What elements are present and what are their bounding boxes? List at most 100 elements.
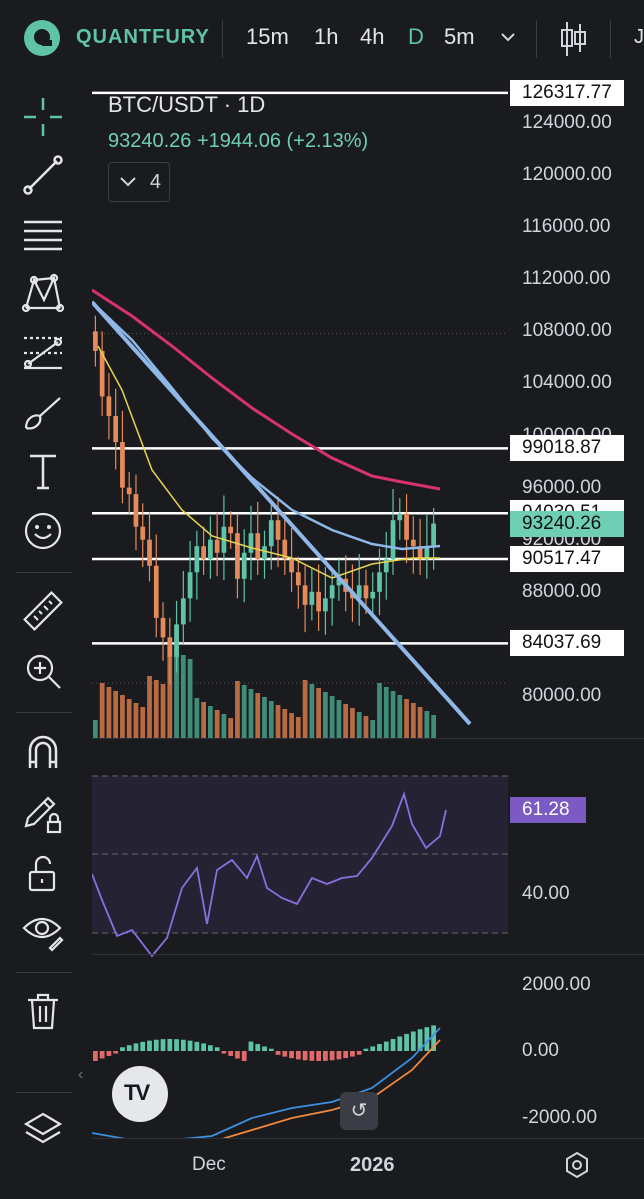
macd-histogram-bar xyxy=(404,1033,409,1051)
emoji-tool[interactable] xyxy=(20,508,66,554)
pane-divider[interactable] xyxy=(92,738,644,739)
volume-bar xyxy=(295,717,301,738)
macd-histogram-bar xyxy=(410,1031,416,1051)
toolbar-divider xyxy=(16,972,72,973)
volume-bar xyxy=(424,711,430,738)
collapse-toolbar-icon[interactable]: ‹ xyxy=(78,1066,84,1083)
rsi-band xyxy=(92,776,508,933)
ruler-icon xyxy=(23,591,63,631)
macd-histogram-bar xyxy=(329,1051,335,1061)
lock-drawings-tool[interactable] xyxy=(20,850,66,896)
text-tool[interactable] xyxy=(20,448,66,494)
volume-bar xyxy=(167,647,173,738)
macd-histogram-bar xyxy=(241,1051,247,1062)
trend-line-icon xyxy=(23,155,63,195)
candle-body xyxy=(106,396,112,417)
macd-histogram-bar xyxy=(323,1051,328,1061)
candle-body xyxy=(214,539,220,553)
reset-icon: ↺ xyxy=(350,1100,368,1122)
brush-tool[interactable] xyxy=(20,388,66,434)
macd-histogram-bar xyxy=(106,1051,112,1056)
fib-retracement-tool[interactable] xyxy=(20,212,66,258)
pattern-tool[interactable] xyxy=(20,270,66,316)
remove-drawings-tool[interactable] xyxy=(20,988,66,1034)
price-axis-label: 104000.00 xyxy=(522,372,612,394)
candle-body xyxy=(377,572,382,592)
header-cut-label[interactable]: J xyxy=(634,26,644,48)
volume-bar xyxy=(214,710,220,738)
macd-histogram-bar xyxy=(383,1041,389,1051)
hide-drawings-tool[interactable] xyxy=(20,908,66,954)
pane-divider[interactable] xyxy=(92,954,644,955)
candle-body xyxy=(167,637,173,657)
candle-body xyxy=(126,487,132,495)
volume-bar xyxy=(316,688,321,738)
tradingview-logo[interactable]: TV xyxy=(112,1066,168,1122)
macd-histogram-bar xyxy=(180,1039,186,1051)
timeframe-4h[interactable]: 4h xyxy=(360,24,385,49)
crosshair-tool[interactable] xyxy=(20,94,66,140)
volume-bar xyxy=(404,699,409,738)
level-price-tag[interactable]: 90517.47 xyxy=(510,546,624,573)
volume-bar xyxy=(106,687,112,738)
macd-histogram-bar xyxy=(235,1051,240,1059)
volume-bar xyxy=(194,698,200,738)
price-axis-label: 120000.00 xyxy=(522,164,612,186)
volume-bar xyxy=(221,714,227,738)
volume-bar xyxy=(417,707,423,738)
reset-chart-button[interactable]: ↺ xyxy=(340,1092,378,1130)
timeframe-1h[interactable]: 1h xyxy=(314,24,339,49)
forecast-icon xyxy=(23,336,63,370)
measure-tool[interactable] xyxy=(20,588,66,634)
macd-histogram-bar xyxy=(93,1051,98,1061)
volume-bar xyxy=(99,683,105,738)
volume-bar xyxy=(241,685,247,738)
macd-histogram-bar xyxy=(208,1045,213,1051)
chart-canvas[interactable] xyxy=(92,78,508,1138)
toolbar-divider xyxy=(16,712,72,713)
trend-line-tool[interactable] xyxy=(20,152,66,198)
stay-in-drawing-mode-tool[interactable] xyxy=(20,790,66,836)
level-price-tag[interactable]: 99018.87 xyxy=(510,435,624,462)
brush-icon xyxy=(24,397,61,430)
magnet-icon xyxy=(28,735,58,768)
macd-histogram-bar xyxy=(113,1051,119,1054)
timeframe-dropdown-chevron-icon[interactable] xyxy=(499,30,517,44)
level-price-tag[interactable]: 126317.77 xyxy=(510,79,624,106)
macd-histogram-bar xyxy=(390,1038,396,1051)
volume-bar xyxy=(410,703,416,738)
pattern-icon xyxy=(21,273,65,313)
candle-body xyxy=(160,617,166,638)
volume-bar xyxy=(201,702,206,738)
chart-type-candles-icon[interactable] xyxy=(560,20,586,58)
magnet-tool[interactable] xyxy=(20,730,66,776)
macd-histogram-bar xyxy=(160,1039,166,1051)
toolbar-divider xyxy=(16,1092,72,1093)
timeframe-15m[interactable]: 15m xyxy=(246,24,289,49)
macd-histogram-bar xyxy=(228,1051,234,1056)
prediction-tool[interactable] xyxy=(20,330,66,376)
smiley-icon xyxy=(24,512,62,550)
volume-bar xyxy=(383,687,389,738)
timeframe-d[interactable]: D xyxy=(408,24,424,49)
trash-icon xyxy=(28,993,58,1030)
macd-line xyxy=(92,1027,441,1138)
current-price-tag[interactable]: 93240.26 xyxy=(510,510,624,537)
volume-bar xyxy=(302,680,308,738)
zoom-tool[interactable] xyxy=(20,648,66,694)
chart-settings-gear-icon[interactable] xyxy=(562,1150,592,1180)
divider xyxy=(610,20,611,58)
volume-bar xyxy=(248,689,254,738)
candle-body xyxy=(356,585,362,599)
candle-body xyxy=(431,523,436,547)
object-tree-tool[interactable] xyxy=(20,1108,66,1154)
macd-histogram-bar xyxy=(201,1043,206,1051)
pencil-lock-icon xyxy=(24,796,62,834)
candle-body xyxy=(390,520,396,560)
indicators-toggle[interactable]: 4 xyxy=(108,162,170,202)
level-price-tag[interactable]: 84037.69 xyxy=(510,630,624,657)
macd-histogram-bar xyxy=(248,1041,254,1051)
timeframe-5m[interactable]: 5m xyxy=(444,24,475,49)
candle-body xyxy=(302,585,308,605)
macd-histogram-bar xyxy=(194,1041,200,1051)
